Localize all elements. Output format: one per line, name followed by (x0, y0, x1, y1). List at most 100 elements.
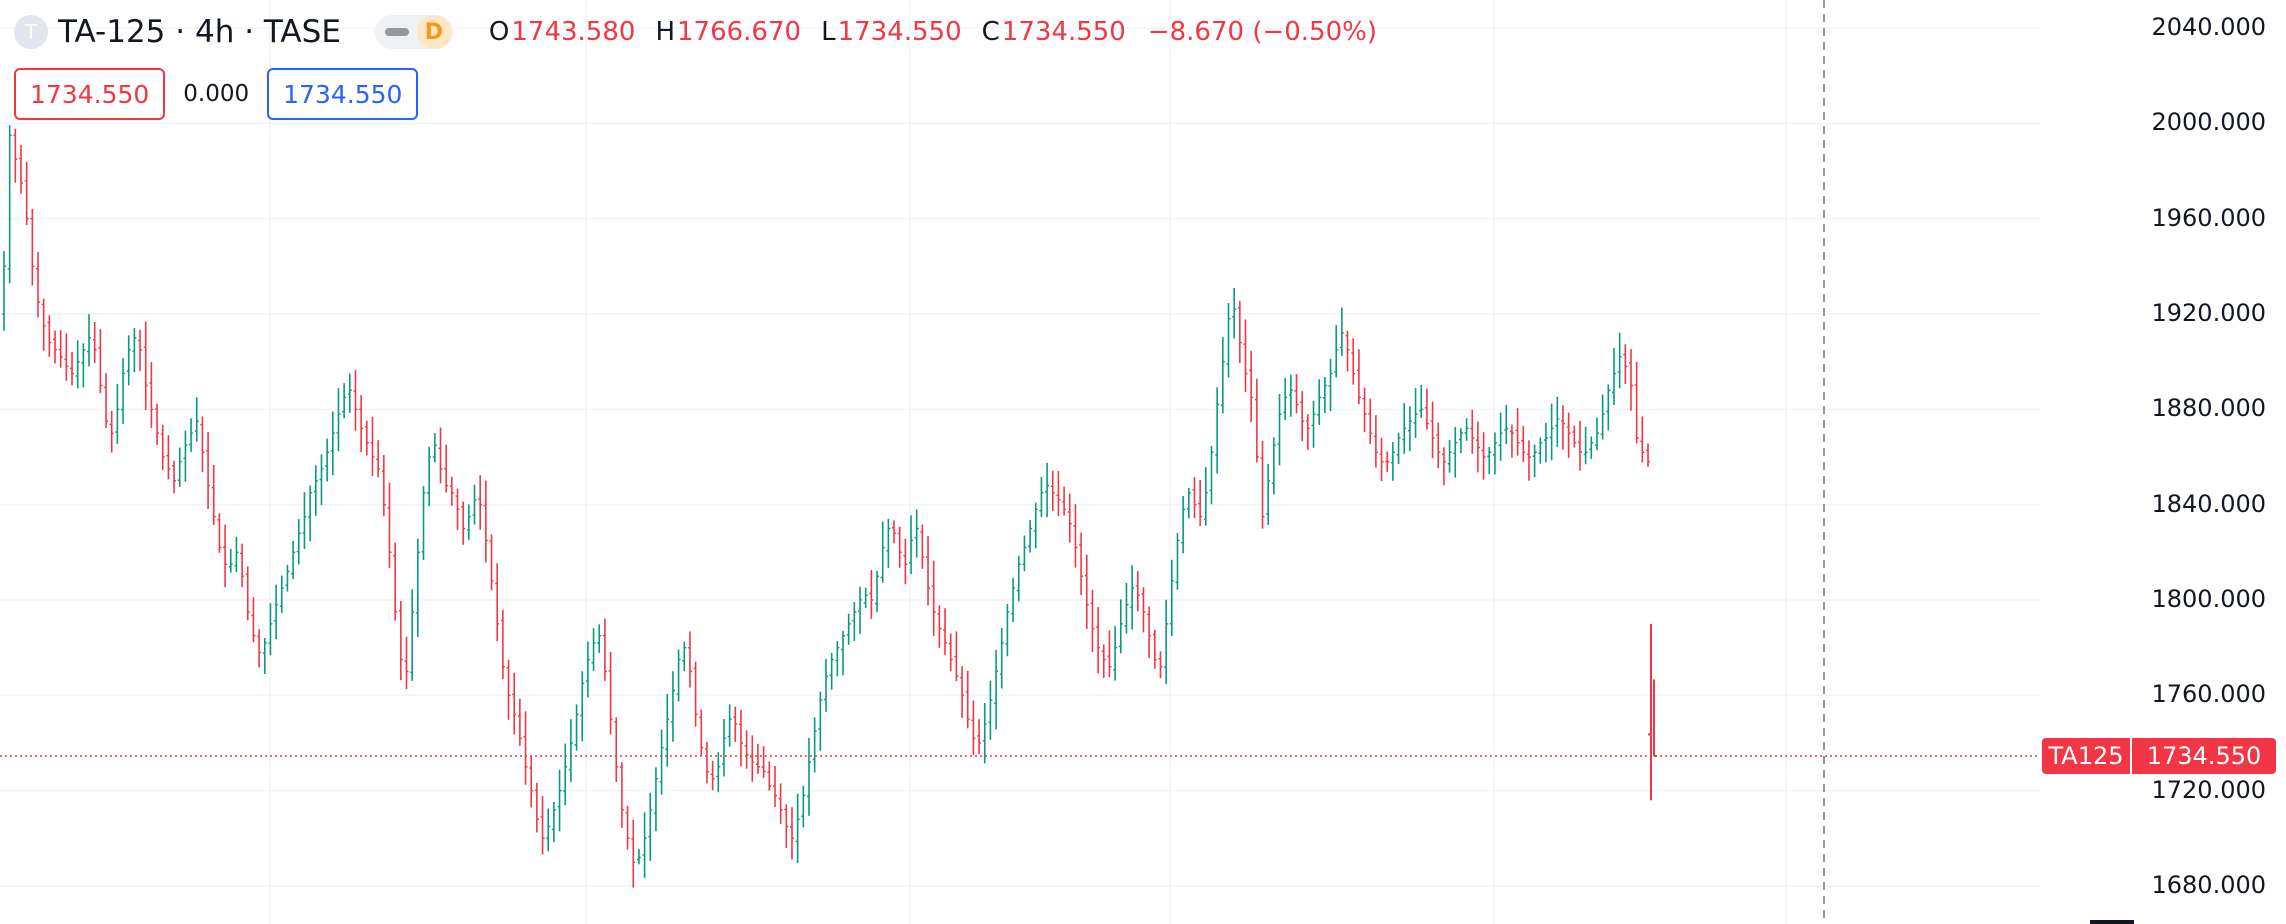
ohlc-bar (1334, 324, 1339, 378)
ohlc-bar (789, 807, 794, 860)
ohlc-bar (546, 808, 551, 852)
open-value: 1743.580 (511, 17, 636, 47)
price-axis-tick-label: 1960.000 (2151, 203, 2266, 232)
ohlc-bar (1266, 463, 1271, 526)
ohlc-bar (1492, 432, 1497, 475)
ohlc-bar (540, 796, 545, 855)
price-axis-tick-label: 2040.000 (2151, 13, 2266, 41)
ohlc-bar-latest (1648, 623, 1657, 801)
ohlc-bar (1135, 571, 1140, 612)
ohlc-bar (1181, 496, 1186, 554)
ohlc-bar (1033, 502, 1038, 549)
ohlc-bar (1628, 348, 1633, 411)
ohlc-bar (143, 321, 148, 411)
ohlc-bar (98, 329, 103, 394)
ohlc-bar (869, 570, 874, 619)
last-price-value-tag: 1734.550 (2132, 738, 2276, 774)
ohlc-bar (653, 767, 658, 832)
spread-value: 0.000 (183, 81, 250, 107)
ohlc-bar (602, 618, 607, 681)
ohlc-bar (1526, 440, 1531, 481)
ohlc-bar (948, 633, 953, 672)
ohlc-bar (727, 704, 732, 747)
ohlc-bar (954, 631, 959, 682)
ohlc-bar (1175, 532, 1180, 590)
ohlc-bar (875, 571, 880, 613)
ohlc-bar (291, 541, 296, 580)
ohlc-bar (149, 362, 154, 428)
ohlc-bar (1073, 504, 1078, 568)
ohlc-bar (1646, 443, 1650, 467)
ohlc-bar (353, 370, 358, 431)
ohlc-bar (1600, 394, 1605, 440)
ohlc-bar (160, 424, 165, 471)
ohlc-bar (1215, 387, 1220, 474)
ohlc-bar (897, 526, 902, 568)
ohlc-bar (500, 609, 505, 680)
ohlc-bar (642, 812, 647, 878)
interval-toggle[interactable]: D (374, 15, 453, 49)
ohlc-bar (1634, 361, 1639, 444)
ohlc-bar (449, 476, 454, 506)
sell-price-button[interactable]: 1734.550 (14, 68, 166, 120)
ohlc-bar (943, 608, 948, 655)
ohlc-bar (1339, 307, 1344, 356)
ohlc-bar (1045, 462, 1050, 518)
ohlc-bar (1617, 332, 1622, 389)
ohlc-bar (1458, 428, 1463, 454)
ohlc-bar (693, 661, 698, 727)
ohlc-bar (1209, 445, 1214, 505)
ohlc-bar (489, 534, 494, 591)
ohlc-bar (580, 671, 585, 742)
ohlc-bar (835, 640, 840, 677)
ohlc-bar (81, 343, 86, 388)
ohlc-bar (1226, 303, 1231, 378)
ohlc-bar (1107, 630, 1112, 678)
price-axis-tick-label: 1720.000 (2151, 775, 2266, 804)
ohlc-bar (659, 729, 664, 795)
ohlc-bar (211, 464, 216, 525)
ohlc-bar (568, 719, 573, 782)
ohlc-bar (1368, 398, 1373, 444)
delay-badge[interactable]: D (416, 15, 451, 49)
ohlc-bar (1005, 603, 1010, 657)
ohlc-bar (376, 440, 381, 478)
ohlc-bar (1345, 330, 1350, 372)
price-axis-tick-label: 1880.000 (2151, 394, 2266, 423)
ohlc-bars (2, 125, 1657, 888)
ohlc-bar (563, 743, 568, 806)
ohlc-bar (852, 602, 857, 641)
ohlc-bar (648, 792, 653, 861)
ohlc-bar (1623, 344, 1628, 384)
ohlc-bar (755, 743, 760, 774)
ohlc-bar (1169, 559, 1174, 637)
buy-price-button[interactable]: 1734.550 (267, 68, 419, 120)
ohlc-bar (1441, 447, 1446, 486)
ohlc-bar (2, 251, 6, 331)
ohlc-bar (1152, 629, 1157, 669)
ohlc-bar (228, 548, 233, 573)
ohlc-bar (410, 589, 415, 681)
ohlc-bar (920, 524, 925, 569)
ohlc-bar (183, 430, 188, 482)
minus-icon (384, 28, 409, 36)
ohlc-bar (1577, 420, 1582, 471)
ohlc-bar (313, 465, 318, 516)
ohlc-bar (58, 330, 63, 368)
low-key: L (821, 17, 836, 47)
ohlc-bar (1016, 555, 1021, 602)
ohlc-bar (30, 208, 35, 286)
symbol-title[interactable]: TA-125 · 4h · TASE (58, 14, 341, 50)
ohlc-bar (279, 575, 284, 613)
ohlc-bar (977, 719, 982, 755)
ohlc-bar (109, 410, 114, 453)
ohlc-bar (1118, 599, 1123, 654)
ohlc-bar (1124, 582, 1129, 634)
ohlc-bar (132, 327, 137, 373)
ohlc-bar (262, 637, 267, 675)
ohlc-bar (155, 403, 160, 445)
symbol-logo-icon[interactable]: T (14, 15, 48, 49)
ohlc-bar (1271, 437, 1276, 495)
